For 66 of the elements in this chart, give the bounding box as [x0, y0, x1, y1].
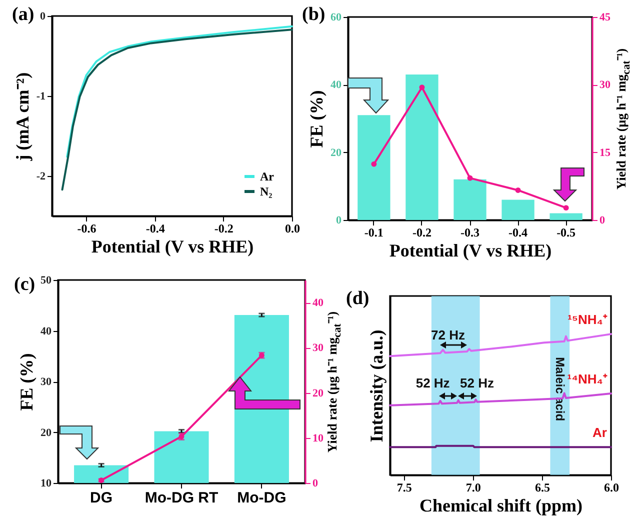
x-tick-label: -0.4: [508, 226, 528, 240]
y-axis-title: j (mA cm⁻²): [12, 72, 32, 162]
bar: [502, 200, 534, 220]
chart-title: (b): [302, 4, 326, 25]
bar: [550, 213, 582, 220]
y-tick-label: 40: [40, 325, 52, 338]
y-axis-title: FE (%): [306, 90, 326, 148]
point: [467, 175, 473, 181]
y2-tick-label: 30: [600, 79, 611, 92]
y-tick-label: 50: [40, 274, 52, 286]
annotation: 52 Hz: [460, 375, 494, 390]
y-tick-label: 0: [336, 214, 342, 226]
series-label: ¹⁴NH₄⁺: [567, 372, 608, 387]
y2-tick-label: 0: [600, 214, 606, 226]
legend-label: Ar: [260, 170, 275, 184]
y-tick-label: 0: [40, 10, 46, 22]
x-tick-label: 7.0: [466, 480, 481, 494]
y2-tick-label: 0: [312, 478, 318, 490]
legend-label: N₂: [260, 184, 273, 198]
line-series: [66, 25, 293, 158]
y-tick-label: 20: [330, 146, 342, 159]
series-label: Ar: [592, 425, 607, 440]
x-tick-label: Mo-DG RT: [144, 490, 218, 506]
y-tick-label: 40: [330, 79, 342, 92]
y-tick-label: -1: [36, 90, 46, 102]
y-tick-label: -2: [36, 170, 46, 182]
y2-tick-label: 45: [600, 12, 611, 24]
x-axis-title: Chemical shift (ppm): [420, 496, 582, 516]
x-tick-label: -0.3: [460, 226, 480, 240]
x-tick-label: Mo-DG: [237, 490, 286, 506]
bar: [454, 179, 486, 220]
y-tick-label: 60: [330, 12, 342, 24]
chart-title: (d): [346, 288, 370, 309]
x-tick-label: -0.4: [146, 222, 165, 236]
x-tick-label: 6.0: [604, 480, 619, 494]
point: [563, 205, 569, 211]
y2-tick-label: 30: [312, 342, 324, 354]
y-axis-title: FE (%): [16, 353, 36, 411]
series-label: ¹⁵NH₄⁺: [568, 312, 608, 328]
y-tick-label: 10: [40, 478, 52, 490]
y2-tick-label: 20: [312, 387, 324, 400]
annotation: 52 Hz: [416, 375, 450, 390]
y-axis-title: Intensity (a.u.): [366, 330, 386, 442]
x-tick-label: 0.0: [285, 222, 300, 236]
x-tick-label: -0.1: [364, 226, 384, 240]
x-axis-title: Potential (V vs RHE): [91, 236, 254, 256]
y2-tick-label: 40: [312, 297, 324, 310]
bar: [406, 74, 438, 220]
y-tick-label: 30: [40, 376, 52, 388]
x-tick-label: -0.6: [77, 222, 96, 236]
y2-tick-label: 15: [600, 146, 611, 159]
point: [371, 161, 377, 167]
x-tick-label: -0.2: [412, 226, 432, 240]
point: [515, 187, 521, 193]
chart-title: (a): [12, 4, 34, 25]
y2-tick-label: 10: [312, 432, 324, 444]
annotation: 72 Hz: [431, 328, 465, 342]
x-tick-label: -0.5: [556, 226, 576, 240]
point: [419, 84, 425, 90]
x-axis-title: Potential (V vs RHE): [389, 240, 552, 260]
chart-title: (c): [14, 274, 36, 295]
x-tick-label: 7.5: [396, 480, 412, 494]
x-tick-label: -0.2: [214, 222, 234, 236]
x-tick-label: DG: [90, 490, 113, 506]
x-tick-label: 6.5: [534, 480, 550, 494]
y-tick-label: 20: [40, 426, 52, 439]
